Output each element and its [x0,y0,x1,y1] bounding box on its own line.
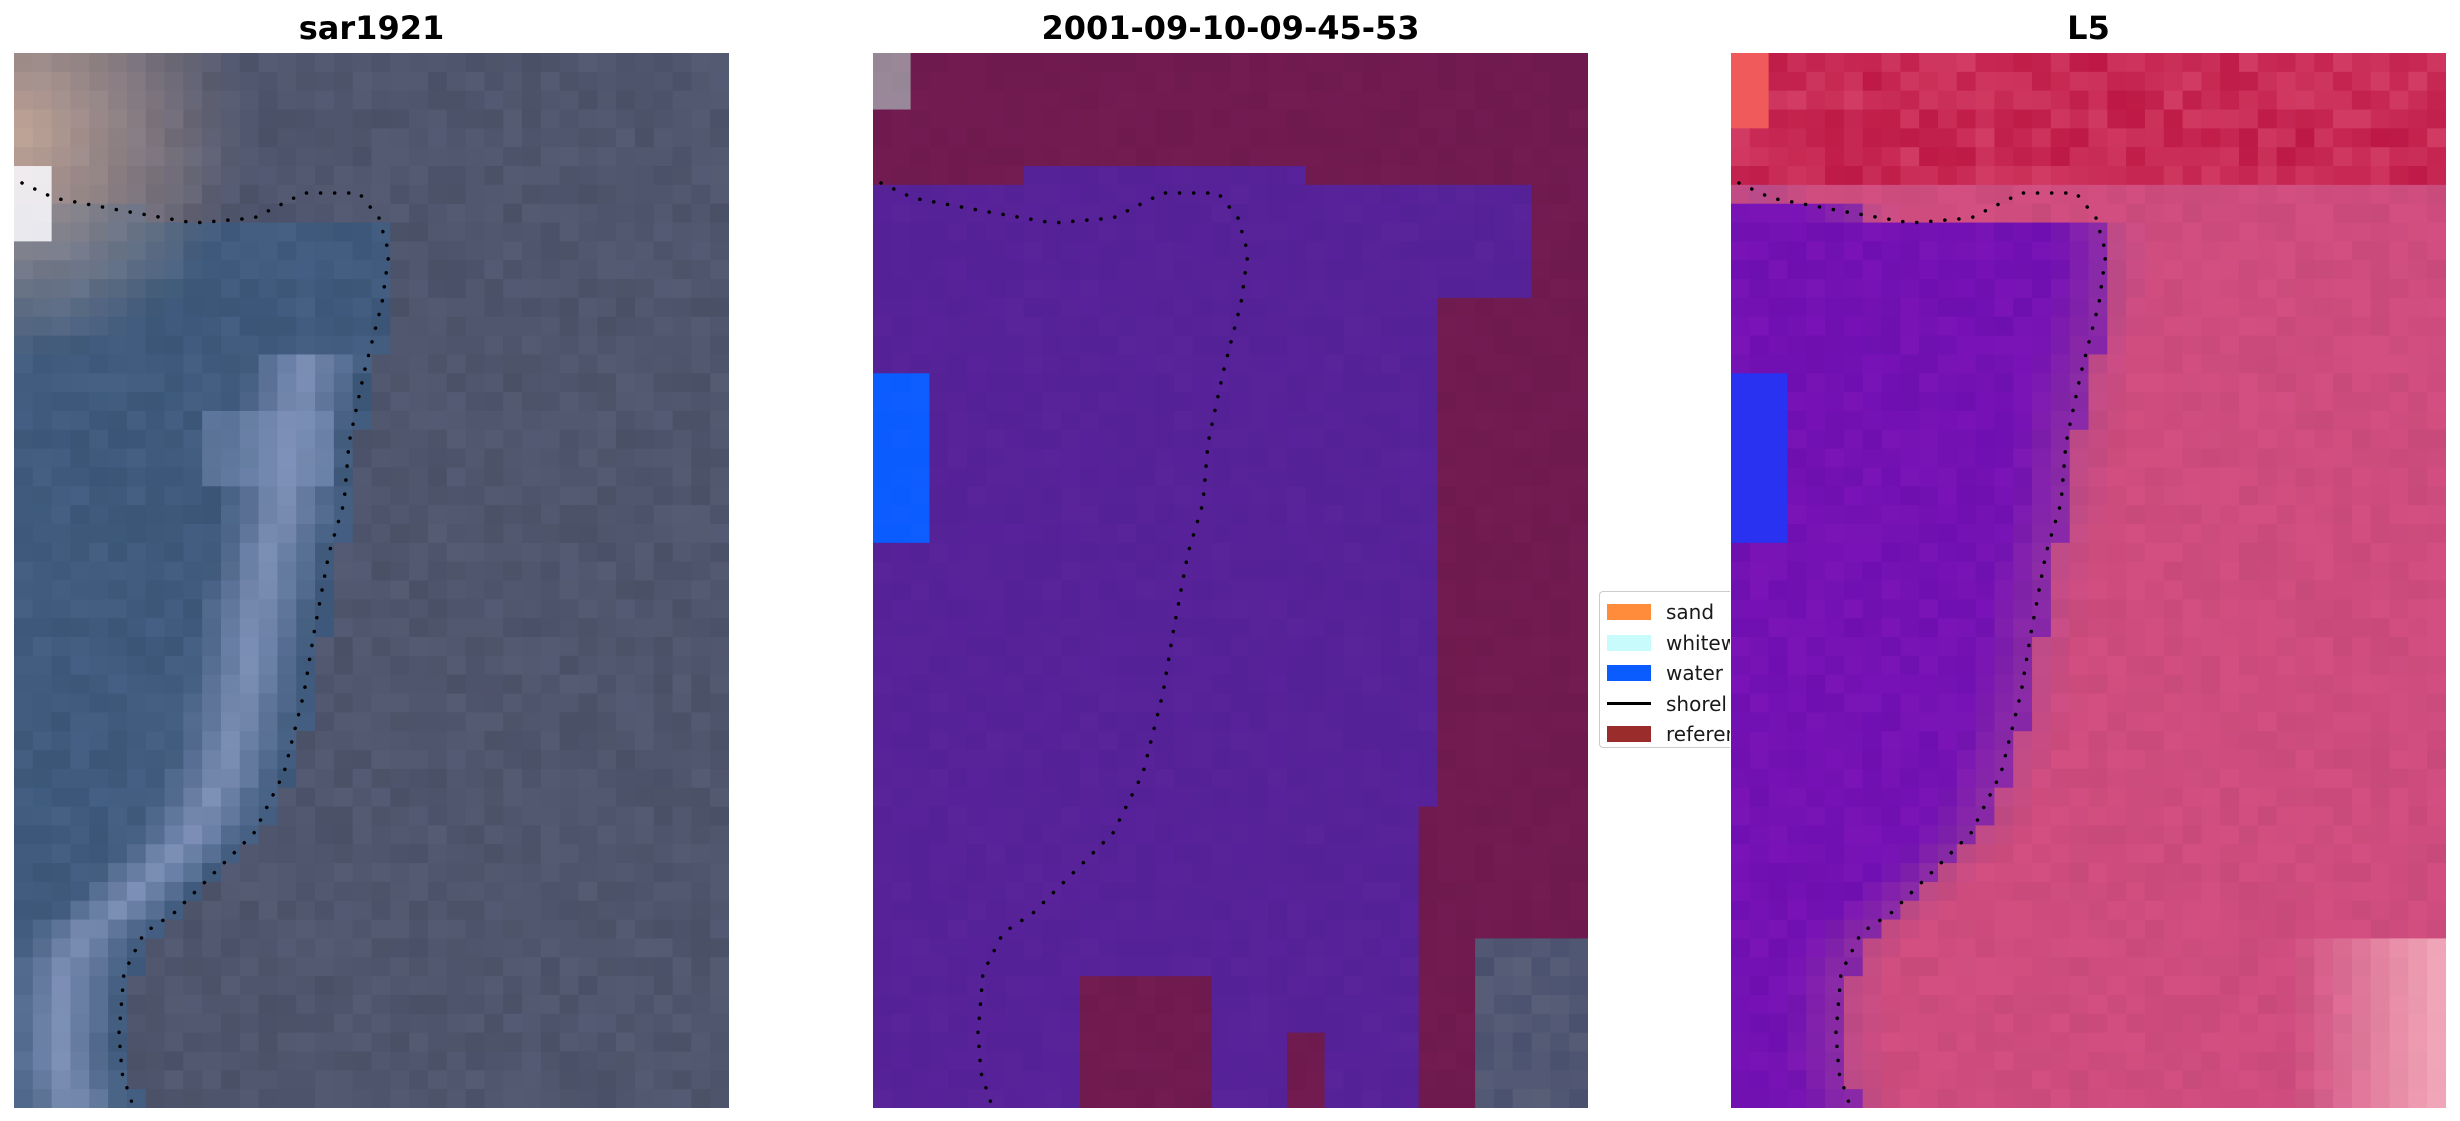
legend-line-swatch [1607,702,1651,705]
legend: sand whitew water shorel referen [1599,591,1730,748]
probability-pixels [1731,53,2446,1108]
legend-label: referen [1666,722,1730,746]
legend-entry-2: water [1607,661,1723,685]
legend-entry-0: sand [1607,600,1715,624]
legend-label: shorel [1666,691,1727,716]
legend-label: whitew [1666,630,1730,655]
probability-image-canvas [1731,53,2446,1108]
legend-color-swatch [1607,634,1651,651]
legend-entry-1: whitew [1607,630,1730,655]
legend-entry-3: shorel [1607,691,1727,716]
rgb-satellite-image [14,53,729,1108]
panel-title-right: L5 [2067,9,2110,47]
legend-color-swatch [1607,665,1651,681]
rgb-pixels [14,53,729,1108]
rgb-image-canvas [14,53,729,1108]
legend-label: water [1666,661,1723,685]
legend-color-swatch [1607,604,1651,620]
water-probability-image [1731,53,2446,1108]
classified-image-canvas [873,53,1588,1108]
panel-title-left: sar1921 [298,9,445,47]
panel-title-center: 2001-09-10-09-45-53 [1041,9,1420,47]
legend-entry-4: referen [1607,722,1730,746]
legend-color-swatch [1607,726,1651,742]
legend-label: sand [1666,600,1715,624]
classified-image [873,53,1588,1108]
classified-pixels [873,53,1588,1108]
